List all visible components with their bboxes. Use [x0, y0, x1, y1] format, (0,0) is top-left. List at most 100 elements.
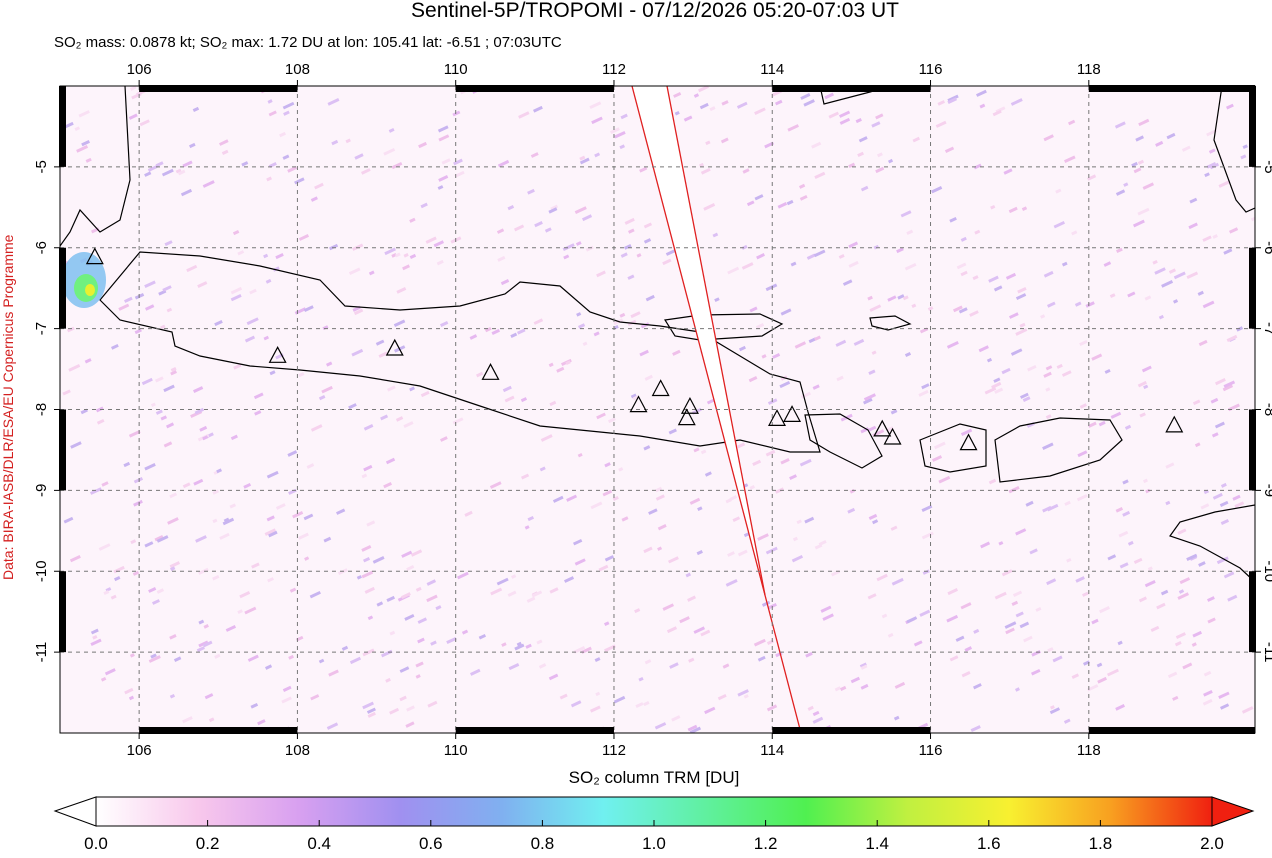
noise-pixel — [1074, 301, 1082, 307]
noise-pixel — [619, 312, 626, 318]
frame-segment — [59, 247, 66, 329]
noise-pixel — [1214, 421, 1225, 429]
noise-pixel — [1068, 119, 1076, 126]
noise-pixel — [198, 640, 209, 648]
noise-pixel — [757, 655, 766, 662]
noise-pixel — [156, 535, 169, 543]
noise-pixel — [685, 572, 692, 578]
noise-pixel — [1208, 148, 1216, 154]
noise-pixel — [638, 676, 644, 682]
noise-pixel — [182, 160, 193, 168]
noise-pixel — [563, 254, 570, 260]
noise-pixel — [619, 144, 626, 150]
noise-pixel — [804, 516, 815, 524]
noise-pixel — [399, 666, 410, 673]
noise-pixel — [81, 139, 90, 147]
noise-pixel — [736, 101, 748, 109]
noise-pixel — [129, 653, 135, 658]
noise-pixel — [991, 381, 1002, 389]
colorbar: 0.0 0.2 0.4 0.6 0.8 1.0 1.2 1.4 1.6 1.8 2.0 — [53, 796, 1255, 853]
noise-pixel — [1152, 259, 1158, 265]
noise-pixel — [1133, 557, 1143, 565]
noise-pixel — [1173, 271, 1186, 280]
noise-pixel — [574, 206, 587, 215]
noise-pixel — [130, 539, 137, 545]
noise-pixel — [491, 328, 501, 336]
noise-pixel — [1012, 590, 1023, 598]
x-tick-label: 116 — [919, 61, 943, 78]
noise-pixel — [1223, 380, 1236, 389]
volcano — [629, 395, 648, 413]
noise-pixel — [550, 204, 559, 211]
noise-pixel — [632, 395, 639, 401]
noise-pixel — [526, 596, 536, 603]
noise-pixel — [913, 640, 923, 647]
noise-pixel — [1015, 528, 1027, 536]
noise-pixel — [1043, 270, 1054, 278]
noise-pixel — [835, 339, 847, 347]
noise-pixel — [1008, 206, 1018, 214]
noise-pixel — [232, 229, 240, 236]
noise-pixel — [674, 111, 680, 116]
noise-pixel — [1115, 704, 1125, 711]
noise-pixel — [500, 279, 510, 286]
noise-pixel — [192, 106, 200, 113]
noise-pixel — [1045, 387, 1051, 392]
noise-pixel — [1203, 689, 1213, 697]
noise-pixel — [420, 202, 428, 209]
noise-pixel — [589, 101, 602, 110]
frame-segment — [772, 85, 931, 92]
noise-pixel — [1166, 132, 1176, 140]
noise-pixel — [264, 528, 277, 536]
noise-pixel — [839, 117, 851, 125]
noise-pixel — [697, 506, 703, 512]
noise-pixel — [90, 628, 99, 635]
noise-pixel — [1077, 450, 1088, 458]
noise-pixel — [848, 162, 856, 169]
noise-pixel — [918, 389, 929, 397]
noise-pixel — [947, 588, 959, 596]
noise-pixel — [644, 374, 653, 381]
noise-pixel — [887, 295, 897, 302]
plume-core — [85, 284, 95, 296]
noise-pixel — [814, 171, 826, 180]
noise-pixel — [1042, 442, 1054, 451]
noise-pixel — [840, 685, 847, 692]
noise-pixel — [737, 549, 748, 557]
colorbar-under — [53, 796, 97, 827]
noise-pixel — [283, 110, 290, 116]
noise-pixel — [67, 326, 75, 333]
noise-pixel — [514, 224, 525, 232]
noise-pixel — [579, 155, 586, 161]
noise-pixel — [1220, 703, 1230, 710]
noise-pixel — [961, 671, 971, 678]
noise-pixel — [223, 517, 230, 523]
noise-pixel — [538, 663, 547, 669]
noise-pixel — [657, 524, 667, 531]
noise-pixel — [430, 640, 437, 646]
noise-pixel — [154, 535, 164, 542]
noise-pixel — [993, 377, 1001, 383]
noise-pixel — [1031, 668, 1041, 676]
noise-pixel — [363, 424, 374, 431]
noise-pixel — [753, 638, 766, 647]
noise-pixel — [1061, 370, 1072, 377]
noise-pixel — [704, 471, 712, 477]
noise-pixel — [814, 543, 823, 550]
sumbawa — [994, 417, 1123, 483]
noise-pixel — [144, 171, 152, 177]
noise-pixel — [1142, 478, 1148, 484]
noise-pixel — [791, 554, 804, 563]
noise-pixel — [1050, 705, 1055, 710]
noise-pixel — [937, 100, 946, 106]
noise-pixel — [552, 495, 564, 503]
noise-pixel — [269, 370, 276, 376]
noise-pixel — [282, 101, 295, 110]
noise-pixel — [698, 86, 709, 93]
noise-pixel — [796, 519, 802, 525]
noise-pixel — [858, 136, 868, 143]
noise-pixel — [111, 343, 119, 350]
noise-pixel — [361, 168, 371, 175]
noise-pixel — [594, 152, 601, 158]
noise-pixel — [990, 204, 996, 210]
